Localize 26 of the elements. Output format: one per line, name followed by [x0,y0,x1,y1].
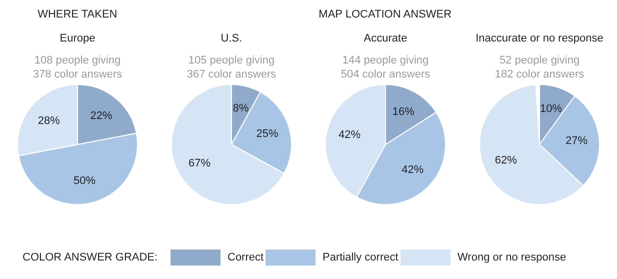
data-label: 28% [38,114,60,127]
data-label: 67% [188,157,211,170]
legend-title: COLOR ANSWER GRADE: [22,252,158,264]
chart-subtitle: 105 people giving 367 color answers [186,54,277,80]
legend-label: Partially correct [322,252,398,264]
chart-subtitle: 108 people giving 378 color answers [32,54,123,80]
data-label: 42% [402,164,424,176]
data-label: 62% [494,154,518,166]
data-label: 50% [73,175,96,188]
data-label: 42% [338,129,361,142]
legend-label: Correct [228,252,264,264]
data-label: 10% [540,103,562,116]
chart-subtitle: 144 people giving 504 color answers [340,54,431,80]
data-label: 25% [256,128,278,140]
data-label: 8% [232,102,249,114]
text: WHERE TAKEN [38,8,118,20]
data-label: 16% [392,106,415,118]
legend-label: Wrong or no response [458,252,566,264]
chart-title: Accurate [364,32,408,44]
data-label: 22% [90,110,112,122]
data-label: 27% [566,135,588,147]
text: MAP LOCATION ANSWER [318,8,452,20]
chart-title: Europe [60,32,96,44]
chart-title: Inaccurate or no response [476,32,604,44]
chart-subtitle: 52 people giving 182 color answers [494,54,585,80]
chart-title: U.S. [220,32,242,44]
